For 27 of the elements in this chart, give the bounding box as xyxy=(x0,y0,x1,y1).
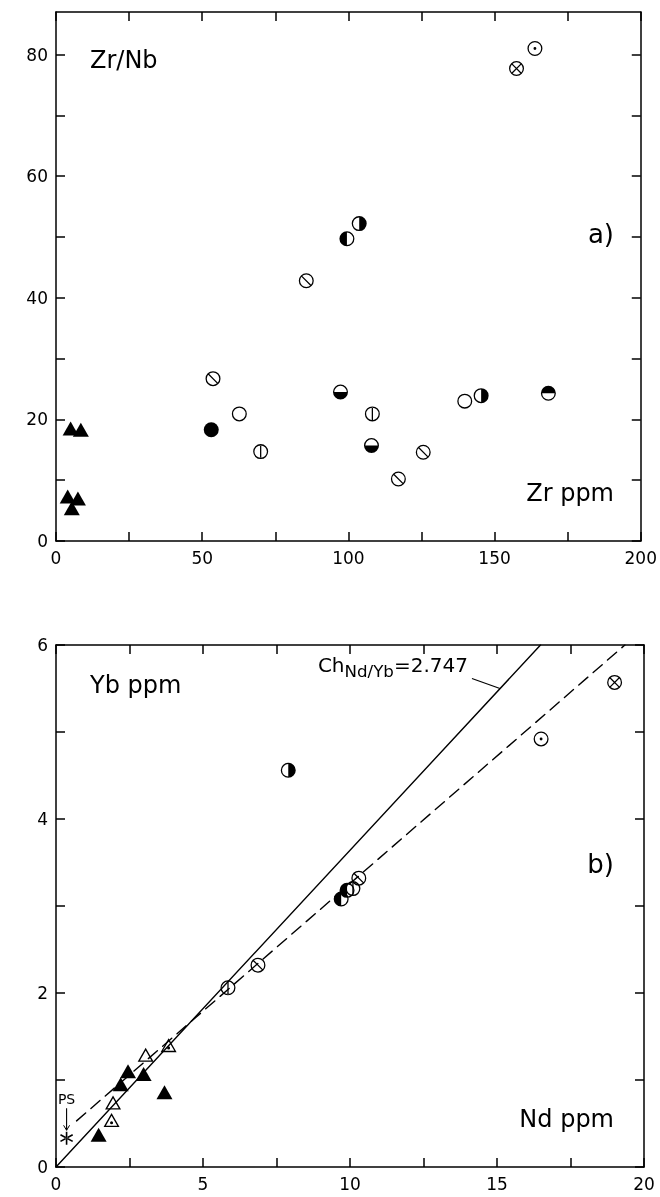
x-tick-label: 100 xyxy=(332,547,365,568)
y-tick-label: 0 xyxy=(37,1157,48,1177)
annotation: b) xyxy=(587,849,614,880)
y-tick-label: 6 xyxy=(37,635,48,655)
y-tick-label: 20 xyxy=(26,409,48,430)
x-tick-label: 0 xyxy=(50,1173,62,1194)
annotation: PS xyxy=(57,1091,76,1108)
x-axis-title: Zr ppm xyxy=(526,479,614,507)
annotation: a) xyxy=(587,219,614,250)
x-tick-label: 200 xyxy=(624,547,657,568)
annotation: Ch$_{Nd/Yb}$=2.747 xyxy=(317,652,468,681)
x-tick-label: 50 xyxy=(191,547,214,568)
x-tick-label: 5 xyxy=(197,1173,209,1194)
x-tick-label: 15 xyxy=(486,1173,508,1194)
x-axis-title: Nd ppm xyxy=(519,1105,614,1133)
y-tick-label: 2 xyxy=(37,983,48,1003)
y-axis-title: Zr/Nb xyxy=(90,46,158,74)
y-tick-label: 40 xyxy=(26,287,48,308)
x-tick-label: 10 xyxy=(339,1173,361,1194)
x-tick-label: 150 xyxy=(478,547,511,568)
x-tick-label: 20 xyxy=(633,1173,655,1194)
y-tick-label: 4 xyxy=(37,809,48,829)
y-tick-label: 60 xyxy=(26,166,48,187)
y-tick-label: 80 xyxy=(26,44,48,65)
x-tick-label: 0 xyxy=(50,547,62,568)
y-axis-title: Yb ppm xyxy=(89,671,182,699)
y-tick-label: 0 xyxy=(37,531,48,551)
